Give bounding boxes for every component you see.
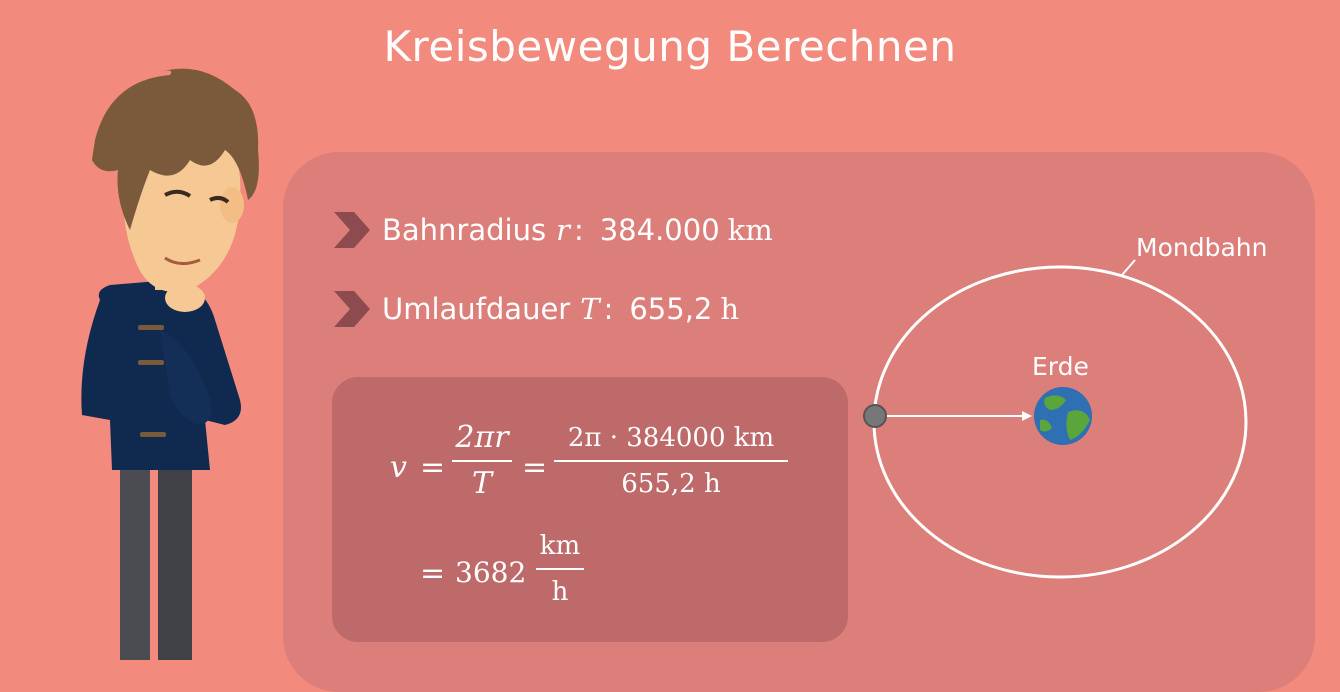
page-title: Kreisbewegung Berechnen <box>383 22 957 71</box>
moon-orbit-diagram <box>863 259 1248 579</box>
formula-fraction-2: 2π · 384000 km 655,2 h <box>554 420 788 502</box>
moon-icon <box>863 404 887 428</box>
fact-period: Umlaufdauer T : 655,2 h <box>332 289 739 329</box>
chevron-right-icon <box>334 291 370 327</box>
fraction-bar <box>536 568 584 570</box>
thinking-boy-illustration <box>81 68 259 660</box>
fact-symbol: r <box>556 213 570 247</box>
fact-unit: h <box>720 292 740 326</box>
fraction-bar <box>554 460 788 462</box>
formula-lhs: v <box>390 450 407 485</box>
fact-orbit-radius: Bahnradius r : 384.000 km <box>332 210 773 250</box>
chevron-right-icon <box>334 212 370 248</box>
earth-label: Erde <box>1032 352 1089 381</box>
fact-value: 384.000 <box>599 213 720 247</box>
fact-label: Bahnradius <box>382 213 547 247</box>
fact-value: 655,2 <box>629 292 713 326</box>
fact-colon: : <box>603 292 614 326</box>
formula-equals-3: = <box>420 556 446 591</box>
formula-result-value: 3682 <box>455 556 527 589</box>
formula-box <box>332 377 848 642</box>
fraction-bar <box>452 460 512 462</box>
earth-icon <box>1034 387 1092 445</box>
radius-arrow-head <box>1022 411 1032 421</box>
formula-equals-1: = <box>420 450 446 485</box>
fact-colon: : <box>573 213 584 247</box>
formula-equals-2: = <box>522 450 548 485</box>
fact-unit: km <box>727 213 773 247</box>
fraction-numerator: 2πr <box>455 420 509 455</box>
formula-result-unit: km h <box>536 528 584 610</box>
fraction-numerator: 2π · 384000 km <box>567 423 775 453</box>
orbit-label: Mondbahn <box>1136 233 1268 262</box>
orbit-label-leader <box>1121 259 1136 276</box>
formula-fraction-1: 2πr T <box>452 420 512 502</box>
fact-label: Umlaufdauer <box>382 292 571 326</box>
fact-symbol: T <box>580 292 600 326</box>
fraction-numerator: km <box>539 531 581 561</box>
fraction-denominator: T <box>471 466 492 501</box>
fraction-denominator: h <box>551 577 569 607</box>
fraction-denominator: 655,2 h <box>621 469 721 499</box>
